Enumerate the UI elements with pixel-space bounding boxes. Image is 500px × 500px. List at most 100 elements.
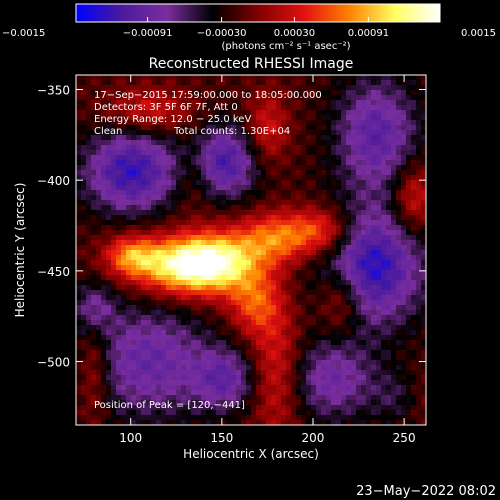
heatmap-pixel	[176, 265, 182, 271]
heatmap-pixel	[241, 415, 247, 421]
heatmap-pixel	[86, 120, 92, 126]
heatmap-pixel	[401, 365, 407, 371]
heatmap-pixel	[361, 225, 367, 231]
heatmap-pixel	[186, 375, 192, 381]
heatmap-pixel	[406, 400, 412, 406]
heatmap-pixel	[216, 260, 222, 266]
heatmap-pixel	[331, 410, 337, 416]
heatmap-pixel	[341, 220, 347, 226]
heatmap-pixel	[81, 95, 87, 101]
heatmap-pixel	[286, 165, 292, 171]
heatmap-pixel	[306, 220, 312, 226]
heatmap-pixel	[161, 385, 167, 391]
heatmap-pixel	[321, 405, 327, 411]
heatmap-pixel	[131, 210, 137, 216]
heatmap-pixel	[116, 285, 122, 291]
heatmap-pixel	[331, 230, 337, 236]
heatmap-pixel	[171, 325, 177, 331]
heatmap-pixel	[396, 400, 402, 406]
heatmap-pixel	[116, 375, 122, 381]
heatmap-pixel	[76, 350, 82, 356]
heatmap-pixel	[286, 250, 292, 256]
heatmap-pixel	[206, 230, 212, 236]
heatmap-pixel	[136, 395, 142, 401]
heatmap-pixel	[186, 115, 192, 121]
heatmap-pixel	[346, 155, 352, 161]
heatmap-pixel	[396, 135, 402, 141]
heatmap-pixel	[356, 290, 362, 296]
heatmap-pixel	[161, 250, 167, 256]
heatmap-pixel	[291, 350, 297, 356]
heatmap-pixel	[171, 405, 177, 411]
heatmap-pixel	[361, 410, 367, 416]
heatmap-pixel	[166, 90, 172, 96]
info-time-range: 17−Sep−2015 17:59:00.000 to 18:05:00.000	[94, 90, 322, 101]
heatmap-pixel	[141, 330, 147, 336]
heatmap-pixel	[116, 405, 122, 411]
heatmap-pixel	[141, 260, 147, 266]
heatmap-pixel	[226, 395, 232, 401]
heatmap-pixel	[186, 80, 192, 86]
heatmap-pixel	[111, 410, 117, 416]
heatmap-pixel	[131, 285, 137, 291]
heatmap-pixel	[411, 250, 417, 256]
heatmap-pixel	[421, 325, 426, 331]
heatmap-pixel	[411, 385, 417, 391]
heatmap-pixel	[196, 105, 202, 111]
heatmap-pixel	[356, 105, 362, 111]
heatmap-pixel	[351, 160, 357, 166]
heatmap-pixel	[246, 285, 252, 291]
heatmap-pixel	[381, 330, 387, 336]
heatmap-pixel	[181, 245, 187, 251]
heatmap-pixel	[276, 235, 282, 241]
heatmap-pixel	[126, 175, 132, 181]
heatmap-pixel	[341, 240, 347, 246]
heatmap-pixel	[246, 280, 252, 286]
heatmap-pixel	[396, 185, 402, 191]
heatmap-pixel	[171, 410, 177, 416]
heatmap-pixel	[176, 370, 182, 376]
heatmap-pixel	[211, 375, 217, 381]
heatmap-pixel	[211, 305, 217, 311]
heatmap-pixel	[336, 275, 342, 281]
heatmap-pixel	[411, 300, 417, 306]
heatmap-pixel	[316, 245, 322, 251]
heatmap-pixel	[391, 205, 397, 211]
heatmap-pixel	[121, 230, 127, 236]
heatmap-pixel	[221, 230, 227, 236]
heatmap-pixel	[261, 360, 267, 366]
heatmap-pixel	[146, 305, 152, 311]
heatmap-pixel	[141, 325, 147, 331]
heatmap-pixel	[181, 135, 187, 141]
heatmap-pixel	[226, 155, 232, 161]
heatmap-pixel	[141, 110, 147, 116]
heatmap-pixel	[366, 230, 372, 236]
heatmap-pixel	[236, 125, 242, 131]
heatmap-pixel	[96, 280, 102, 286]
heatmap-pixel	[376, 330, 382, 336]
heatmap-pixel	[386, 420, 392, 425]
heatmap-pixel	[421, 420, 426, 425]
heatmap-pixel	[271, 210, 277, 216]
heatmap-pixel	[281, 280, 287, 286]
heatmap-pixel	[226, 335, 232, 341]
heatmap-pixel	[406, 135, 412, 141]
heatmap-pixel	[136, 165, 142, 171]
heatmap-pixel	[286, 290, 292, 296]
heatmap-pixel	[166, 185, 172, 191]
heatmap-pixel	[386, 235, 392, 241]
heatmap-pixel	[321, 270, 327, 276]
heatmap-pixel	[276, 400, 282, 406]
heatmap-pixel	[131, 190, 137, 196]
heatmap-pixel	[326, 105, 332, 111]
heatmap-pixel	[331, 185, 337, 191]
heatmap-pixel	[261, 315, 267, 321]
heatmap-pixel	[96, 415, 102, 421]
heatmap-pixel	[206, 365, 212, 371]
heatmap-pixel	[241, 350, 247, 356]
heatmap-pixel	[191, 150, 197, 156]
heatmap-pixel	[391, 275, 397, 281]
heatmap-pixel	[296, 80, 302, 86]
heatmap-pixel	[141, 375, 147, 381]
heatmap-pixel	[296, 330, 302, 336]
